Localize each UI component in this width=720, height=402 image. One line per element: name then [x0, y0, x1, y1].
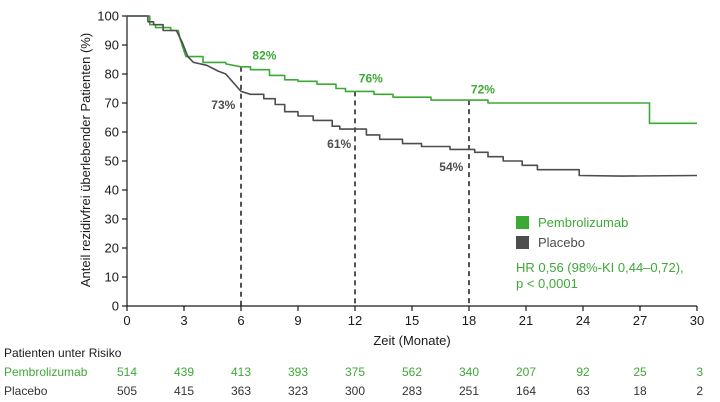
x-tick-label: 9	[294, 313, 301, 328]
y-tick-label: 20	[105, 241, 119, 256]
risk-value: 18	[633, 384, 647, 398]
y-tick-label: 90	[105, 38, 119, 53]
legend-swatch-pembrolizumab	[516, 216, 529, 229]
annotation-placebo: 54%	[439, 160, 463, 174]
annotation-placebo: 73%	[211, 98, 235, 112]
risk-value: 514	[117, 365, 137, 379]
y-tick-label: 50	[105, 154, 119, 169]
risk-value: 415	[174, 384, 194, 398]
axes: 0 10 20 30 40 50 60 70 80 90 100 0 3 6 9 12 15 18 21 24 27 30	[97, 9, 704, 329]
x-axis-title: Zeit (Monate)	[373, 333, 450, 348]
risk-value: 340	[459, 365, 479, 379]
risk-table-title: Patienten unter Risiko	[4, 346, 122, 360]
annotation-pembrolizumab: 82%	[252, 49, 276, 63]
annotation-pembrolizumab: 76%	[359, 72, 383, 86]
risk-value: 323	[288, 384, 308, 398]
risk-value: 3	[696, 365, 703, 379]
y-axis-title: Anteil rezidivfrei überlebender Patiente…	[78, 33, 93, 287]
legend: Pembrolizumab Placebo HR 0,56 (98%-KI 0,…	[516, 215, 684, 291]
reference-lines	[240, 66, 470, 306]
y-tick-label: 80	[105, 67, 119, 82]
y-tick-label: 40	[105, 183, 119, 198]
hazard-ratio-line-1: HR 0,56 (98%-KI 0,44–0,72),	[516, 260, 684, 275]
risk-value: 439	[174, 365, 194, 379]
risk-value: 251	[459, 384, 479, 398]
x-tick-label: 24	[576, 313, 590, 328]
risk-value: 393	[288, 365, 308, 379]
risk-value: 2	[696, 384, 703, 398]
annotation-placebo: 61%	[327, 137, 351, 151]
risk-table: Patienten unter Risiko Pembrolizumab 514 4…	[4, 346, 703, 398]
risk-value: 562	[402, 365, 422, 379]
x-tick-label: 30	[690, 313, 704, 328]
survival-curves	[127, 15, 698, 177]
risk-value: 92	[576, 365, 590, 379]
y-tick-label: 60	[105, 125, 119, 140]
legend-label-pembrolizumab: Pembrolizumab	[538, 215, 628, 230]
risk-value: 164	[516, 384, 536, 398]
percentage-annotations: 82% 76% 72% 73% 61% 54%	[211, 49, 495, 175]
x-tick-label: 27	[633, 313, 647, 328]
risk-value: 283	[402, 384, 422, 398]
risk-row-label: Placebo	[4, 384, 48, 398]
risk-value: 63	[576, 384, 590, 398]
x-tick-label: 3	[180, 313, 187, 328]
risk-value: 25	[633, 365, 647, 379]
x-tick-label: 18	[462, 313, 476, 328]
risk-value: 375	[345, 365, 365, 379]
risk-value: 300	[345, 384, 365, 398]
y-tick-label: 30	[105, 212, 119, 227]
risk-value: 505	[117, 384, 137, 398]
risk-value: 207	[516, 365, 536, 379]
x-tick-label: 12	[348, 313, 362, 328]
x-tick-label: 0	[123, 313, 130, 328]
y-tick-label: 0	[112, 299, 119, 314]
risk-value: 413	[231, 365, 251, 379]
x-tick-label: 15	[405, 313, 419, 328]
y-tick-label: 100	[97, 9, 119, 24]
legend-swatch-placebo	[516, 236, 529, 249]
hazard-ratio-line-2: p < 0,0001	[516, 276, 578, 291]
x-tick-label: 21	[519, 313, 533, 328]
annotation-pembrolizumab: 72%	[471, 83, 495, 97]
series-line-placebo	[127, 15, 698, 177]
y-tick-label: 70	[105, 96, 119, 111]
x-tick-label: 6	[237, 313, 244, 328]
risk-row-label: Pembrolizumab	[4, 365, 88, 379]
legend-label-placebo: Placebo	[538, 235, 585, 250]
y-tick-label: 10	[105, 270, 119, 285]
risk-value: 363	[231, 384, 251, 398]
